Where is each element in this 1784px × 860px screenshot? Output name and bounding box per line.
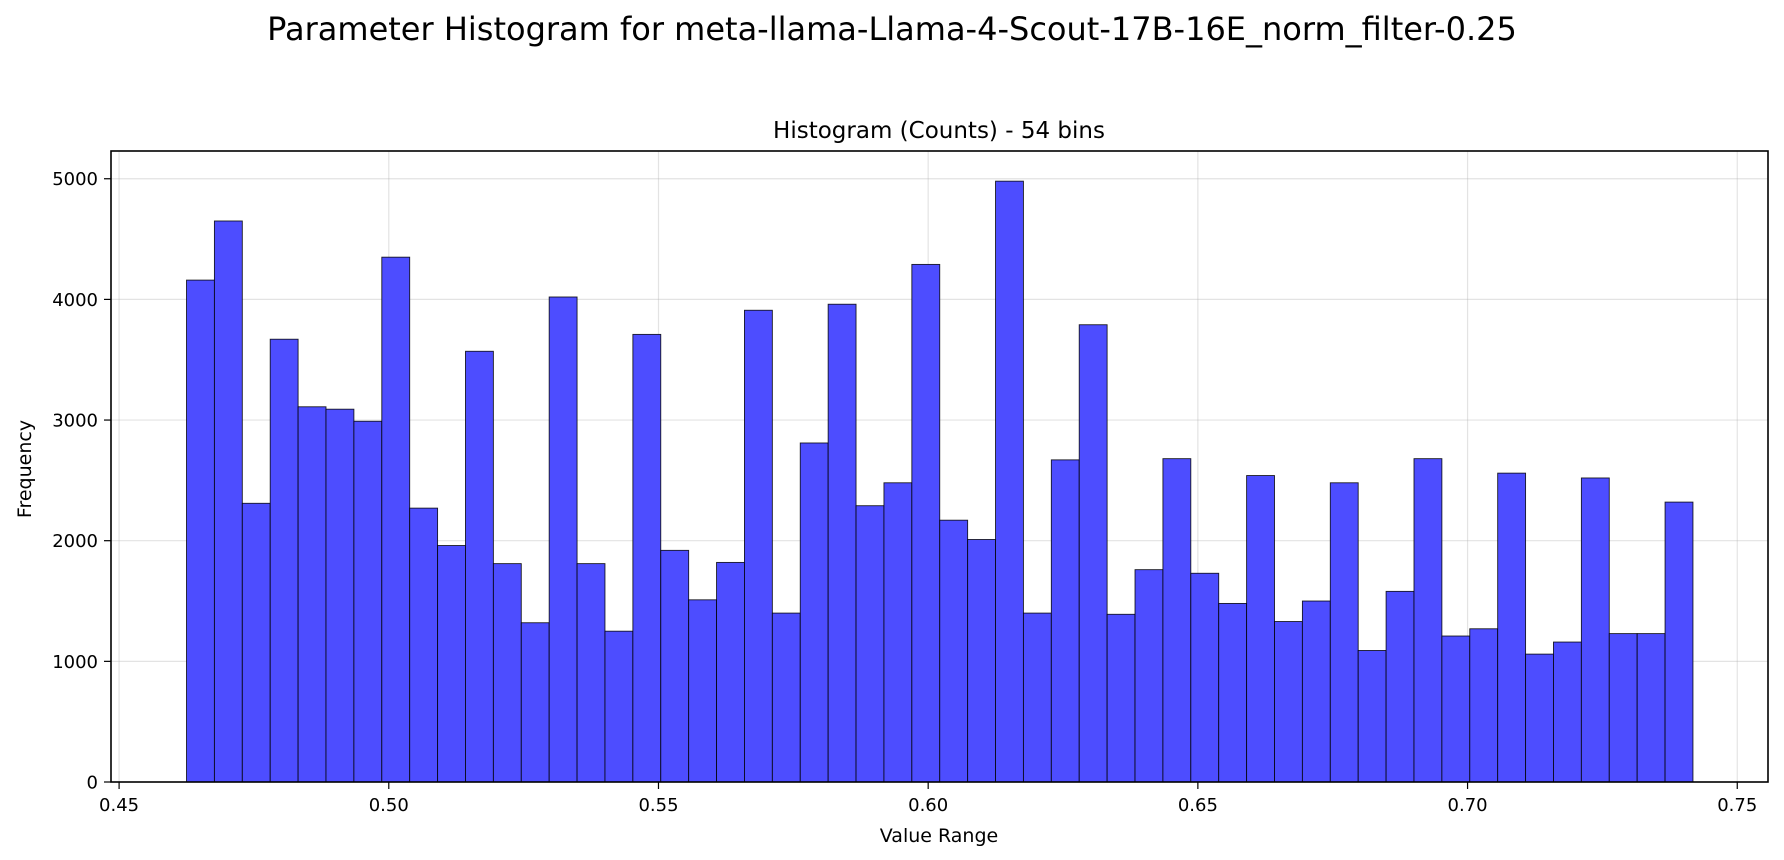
x-tick-label: 0.60: [908, 795, 948, 816]
histogram-bar: [186, 279, 215, 783]
histogram-bar: [688, 599, 718, 783]
histogram-bar: [325, 408, 355, 783]
chart-title: Histogram (Counts) - 54 bins: [773, 118, 1105, 144]
histogram-bar: [381, 256, 411, 783]
y-tick-label: 5000: [52, 169, 98, 190]
histogram-bar: [465, 350, 494, 783]
histogram-bar: [548, 296, 578, 783]
histogram-bar: [1162, 458, 1192, 783]
histogram-bar: [799, 442, 829, 783]
histogram-bar: [1078, 324, 1108, 783]
x-axis-ticks: 0.45 0.50 0.55 0.60 0.65 0.70 0.75: [99, 782, 1757, 816]
histogram-bar: [632, 333, 662, 783]
histogram-bar: [771, 612, 801, 783]
histogram-bar: [241, 502, 271, 783]
y-tick-label: 4000: [52, 290, 98, 311]
histogram-bar: [1413, 458, 1443, 783]
y-tick-label: 2000: [52, 531, 98, 552]
histogram-bar: [1106, 613, 1136, 783]
histogram-bar: [353, 420, 383, 783]
histogram-bar: [883, 482, 913, 783]
histogram-bar: [1022, 612, 1052, 783]
histogram-bar: [827, 303, 857, 783]
histogram-bar: [1553, 641, 1582, 783]
histogram-bar: [911, 263, 941, 783]
histogram-bar: [213, 220, 243, 783]
histogram-bar: [297, 406, 327, 783]
histogram-bar: [1608, 633, 1638, 783]
histogram-bar: [1050, 459, 1080, 783]
histogram-bar: [1190, 572, 1220, 783]
y-tick-label: 3000: [52, 411, 98, 432]
histogram-bar: [1636, 633, 1666, 783]
x-tick-label: 0.65: [1178, 795, 1218, 816]
histogram-bar: [1385, 590, 1415, 783]
y-axis-ticks: 0 1000 2000 3000 4000 5000: [52, 169, 111, 794]
histogram-bar: [967, 539, 996, 783]
histogram-bar: [1274, 621, 1303, 783]
histogram-bar: [1301, 600, 1331, 783]
histogram-bar: [995, 180, 1024, 783]
histogram-bar: [269, 338, 299, 783]
x-tick-label: 0.55: [638, 795, 678, 816]
x-axis-label: Value Range: [880, 825, 998, 847]
x-tick-label: 0.70: [1448, 795, 1488, 816]
histogram-bar: [744, 309, 773, 783]
histogram-bar: [1357, 650, 1387, 783]
x-tick-label: 0.50: [369, 795, 409, 816]
histogram-bar: [1525, 653, 1554, 783]
histogram-bars: [186, 180, 1694, 783]
histogram-bar: [492, 563, 522, 783]
x-tick-label: 0.45: [99, 795, 139, 816]
y-tick-label: 0: [87, 773, 98, 794]
histogram-bar: [604, 630, 634, 783]
histogram-bar: [1134, 569, 1164, 783]
x-tick-label: 0.75: [1717, 795, 1757, 816]
histogram-bar: [520, 622, 550, 783]
y-tick-label: 1000: [52, 652, 98, 673]
histogram-bar: [716, 561, 745, 783]
histogram-bar: [409, 507, 439, 783]
plot-area-frame: [110, 150, 1769, 783]
histogram-bar: [437, 545, 466, 783]
histogram-bar: [1580, 477, 1610, 783]
histogram-bar: [939, 519, 969, 783]
histogram-bar: [1469, 628, 1499, 783]
histogram-bar: [660, 549, 690, 783]
histogram-bar: [576, 563, 606, 783]
histogram-bar: [1329, 482, 1359, 783]
histogram-bar: [1441, 635, 1471, 783]
histogram-bar: [1246, 475, 1275, 783]
histogram-bar: [1218, 602, 1248, 783]
figure-suptitle: Parameter Histogram for meta-llama-Llama…: [267, 10, 1517, 48]
histogram-bar: [1497, 472, 1527, 783]
histogram-bar: [855, 505, 885, 783]
y-axis-label: Frequency: [14, 420, 36, 518]
histogram-bar: [1664, 501, 1694, 783]
